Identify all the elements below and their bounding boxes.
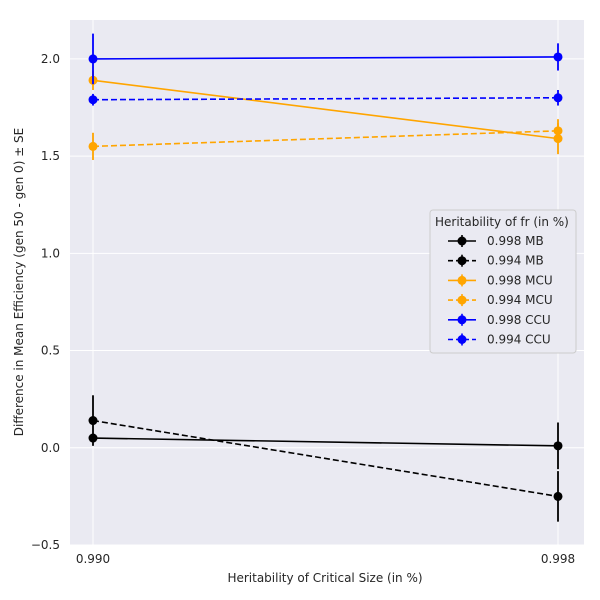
data-point <box>553 441 563 451</box>
series-line <box>92 96 559 101</box>
legend-label: 0.994 MB <box>487 254 544 268</box>
series-0-998-ccu <box>88 33 563 85</box>
legend-label: 0.994 MCU <box>487 293 553 307</box>
y-tick-label: −0.5 <box>31 538 60 552</box>
data-point <box>553 52 563 62</box>
series-line <box>92 419 559 498</box>
legend-marker <box>457 335 467 344</box>
legend-box <box>429 209 577 354</box>
legend-marker <box>457 275 467 285</box>
series-layer <box>88 33 563 522</box>
data-point <box>88 416 98 426</box>
series-0-994-mcu <box>88 119 563 160</box>
y-tick-label: 1.0 <box>41 246 60 260</box>
series-0-994-mb <box>88 395 563 522</box>
data-point <box>553 93 563 103</box>
series-line <box>92 130 559 148</box>
y-tick-label: 0.0 <box>41 441 60 455</box>
x-axis-label: Heritability of Critical Size (in %) <box>227 571 422 585</box>
legend-label: 0.994 CCU <box>487 333 551 347</box>
ticks: −0.5 0.0 0.5 1.0 1.5 2.0 0.990 0.998 <box>31 52 575 566</box>
legend: Heritability of fr (in %) 0.998 MB 0.994 … <box>429 209 577 354</box>
legend-entry: 0.998 MB <box>448 234 544 248</box>
series-line <box>92 437 559 447</box>
legend-label: 0.998 CCU <box>487 313 551 327</box>
series-0-998-mb <box>88 422 563 470</box>
series-line <box>92 79 559 140</box>
legend-entry: 0.998 CCU <box>448 313 551 327</box>
x-tick-label: 0.990 <box>76 552 110 566</box>
legend-entry: 0.994 MB <box>448 254 544 268</box>
series-0-994-ccu <box>88 90 563 106</box>
y-tick-label: 2.0 <box>41 52 60 66</box>
legend-marker <box>457 295 467 305</box>
grid <box>70 20 584 546</box>
legend-label: 0.998 MCU <box>487 273 553 287</box>
legend-label: 0.998 MB <box>487 234 544 248</box>
y-tick-label: 1.5 <box>41 149 60 163</box>
legend-entry: 0.994 CCU <box>448 333 551 347</box>
data-point <box>88 141 98 151</box>
data-point <box>553 491 563 501</box>
legend-entry: 0.998 MCU <box>448 273 553 287</box>
legend-marker <box>457 315 467 325</box>
legend-marker <box>457 256 467 266</box>
y-tick-label: 0.5 <box>41 344 60 358</box>
x-tick-label: 0.998 <box>541 552 575 566</box>
data-point <box>553 126 563 136</box>
series-line <box>92 56 559 60</box>
data-point <box>88 54 98 64</box>
y-axis-label: Difference in Mean Efficiency (gen 50 - … <box>12 128 26 437</box>
legend-marker <box>457 236 467 246</box>
legend-entry: 0.994 MCU <box>448 293 553 307</box>
legend-title: Heritability of fr (in %) <box>435 215 569 229</box>
data-point <box>88 95 98 105</box>
